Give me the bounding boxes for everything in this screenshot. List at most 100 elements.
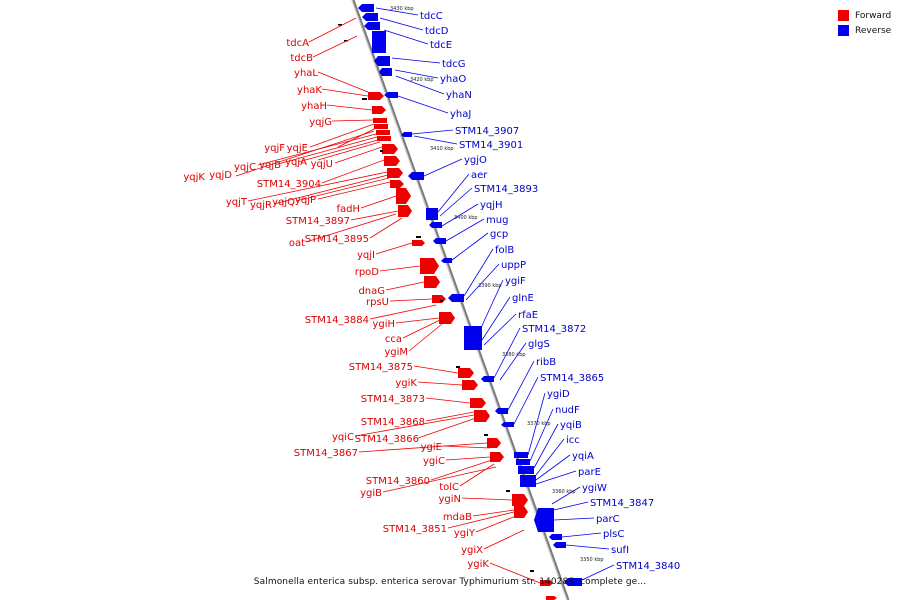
forward-gene-label: yqjQ <box>272 197 295 208</box>
reverse-gene-label: ygiF <box>505 276 526 287</box>
reverse-gene-label: gcp <box>490 229 508 240</box>
forward-gene-label: rpoD <box>355 267 380 278</box>
reverse-gene-label: glgS <box>528 339 550 350</box>
forward-gene-label: yqjP <box>295 195 316 206</box>
forward-gene-label: tdcA <box>286 38 309 49</box>
forward-gene-blocks <box>368 92 557 600</box>
forward-gene-label: yqjG <box>309 117 332 128</box>
reverse-gene-label: yqiA <box>572 451 594 462</box>
forward-gene-label: yqjU <box>311 159 333 170</box>
tick-label: 3420 kbp <box>410 77 434 83</box>
reverse-gene-label: STM14_3872 <box>522 324 586 335</box>
reverse-gene-label: aer <box>471 170 488 181</box>
forward-gene-label: yqjA <box>285 157 307 168</box>
legend-reverse-label: Reverse <box>855 25 892 36</box>
forward-gene-label: STM14_3904 <box>257 179 321 190</box>
forward-gene-label: ygiH <box>372 319 395 330</box>
forward-gene-label: yhaH <box>301 101 327 112</box>
reverse-gene-blocks <box>358 4 582 586</box>
forward-swatch <box>838 10 849 21</box>
forward-gene-label: STM14_3895 <box>305 234 369 245</box>
reverse-gene-label: yhaN <box>446 90 472 101</box>
reverse-gene-label: yqiB <box>560 420 582 431</box>
reverse-gene-label: yqjH <box>480 200 503 211</box>
forward-gene-label: yqjI <box>357 250 375 261</box>
reverse-gene-label: STM14_3901 <box>459 140 523 151</box>
scale-ticks: 3430 kbp 3420 kbp 3410 kbp 3400 kbp 3390… <box>390 6 604 563</box>
forward-gene-label: yqjE <box>287 143 308 154</box>
reverse-gene-label: STM14_3840 <box>616 561 680 572</box>
genome-caption: Salmonella enterica subsp. enterica sero… <box>253 577 647 587</box>
reverse-gene-label: nudF <box>555 405 580 416</box>
reverse-gene-label: folB <box>495 245 514 256</box>
tick-label: 3430 kbp <box>390 6 414 12</box>
tick-label: 3390 kbp <box>478 283 502 289</box>
forward-gene-label: yhaL <box>294 68 318 79</box>
tick-label: 3360 kbp <box>552 489 576 495</box>
reverse-gene-label: STM14_3865 <box>540 373 604 384</box>
legend-forward-label: Forward <box>855 10 892 21</box>
reverse-gene-label: tdcC <box>420 11 443 22</box>
reverse-gene-label: parE <box>578 467 601 478</box>
forward-gene-label: cca <box>385 334 402 345</box>
forward-gene-label: oat <box>289 238 305 249</box>
reverse-gene-label: glnE <box>512 293 534 304</box>
forward-gene-label: tdcB <box>290 53 313 64</box>
reverse-gene-label: STM14_3847 <box>590 498 654 509</box>
forward-gene-label: STM14_3873 <box>361 394 425 405</box>
reverse-gene-label: tdcD <box>425 26 449 37</box>
forward-gene-label: STM14_3884 <box>305 315 369 326</box>
legend-reverse: Reverse <box>838 23 891 38</box>
strand-legend: Forward Reverse <box>838 8 891 38</box>
forward-gene-label: STM14_3875 <box>349 362 413 373</box>
forward-gene-label: ygiC <box>423 456 445 467</box>
forward-gene-label: tolC <box>439 482 459 493</box>
reverse-gene-label: STM14_3893 <box>474 184 538 195</box>
forward-gene-label: fadH <box>336 204 360 215</box>
forward-gene-label: STM14_3867 <box>294 448 358 459</box>
feature-markers <box>338 24 534 572</box>
reverse-gene-label: ygiW <box>582 483 607 494</box>
forward-gene-label: ygiM <box>384 347 408 358</box>
forward-gene-label: yqjB <box>259 160 281 171</box>
tick-label: 3400 kbp <box>454 215 478 221</box>
reverse-gene-label: mug <box>486 215 508 226</box>
forward-gene-label: yqjR <box>250 200 272 211</box>
forward-gene-label: ygiX <box>461 545 483 556</box>
forward-gene-label: yqjD <box>209 170 232 181</box>
forward-gene-label: STM14_3851 <box>383 524 447 535</box>
forward-gene-label: yqiC <box>332 432 354 443</box>
tick-label: 3380 kbp <box>502 352 526 358</box>
reverse-connectors <box>375 7 615 581</box>
reverse-labels: tdcC tdcD tdcE tdcG yhaO yhaN yhaJ STM14… <box>420 11 680 572</box>
reverse-gene-label: yhaO <box>440 74 466 85</box>
reverse-gene-label: uppP <box>501 260 526 271</box>
forward-gene-label: ygiY <box>454 528 476 539</box>
reverse-gene-label: tdcE <box>430 40 452 51</box>
reverse-gene-label: rfaE <box>518 310 538 321</box>
reverse-gene-label: icc <box>566 435 580 446</box>
reverse-gene-label: ribB <box>536 357 556 368</box>
forward-gene-label: ygiK <box>395 378 417 389</box>
forward-gene-label: yqjT <box>226 197 248 208</box>
forward-labels: tdcA tdcB yhaL yhaK yhaH yqjG yqjF yqjE … <box>183 38 489 570</box>
reverse-gene-label: STM14_3907 <box>455 126 519 137</box>
legend-forward: Forward <box>838 8 891 23</box>
forward-gene-label: ygiN <box>438 494 461 505</box>
tick-label: 3370 kbp <box>527 421 551 427</box>
forward-gene-label: STM14_3868 <box>361 417 425 428</box>
forward-connectors <box>235 17 541 584</box>
reverse-swatch <box>838 25 849 36</box>
reverse-gene-label: ygiD <box>547 389 570 400</box>
forward-gene-label: ygiE <box>421 442 442 453</box>
tick-label: 3410 kbp <box>430 146 454 152</box>
forward-gene-label: dnaG <box>358 286 385 297</box>
reverse-gene-label: ygjO <box>464 155 487 166</box>
forward-gene-label: yqjK <box>183 172 205 183</box>
forward-gene-label: STM14_3866 <box>355 434 419 445</box>
reverse-gene-label: tdcG <box>442 59 466 70</box>
tick-label: 3350 kbp <box>580 557 604 563</box>
forward-gene-label: yqjF <box>264 143 285 154</box>
forward-gene-label: yhaK <box>297 85 322 96</box>
